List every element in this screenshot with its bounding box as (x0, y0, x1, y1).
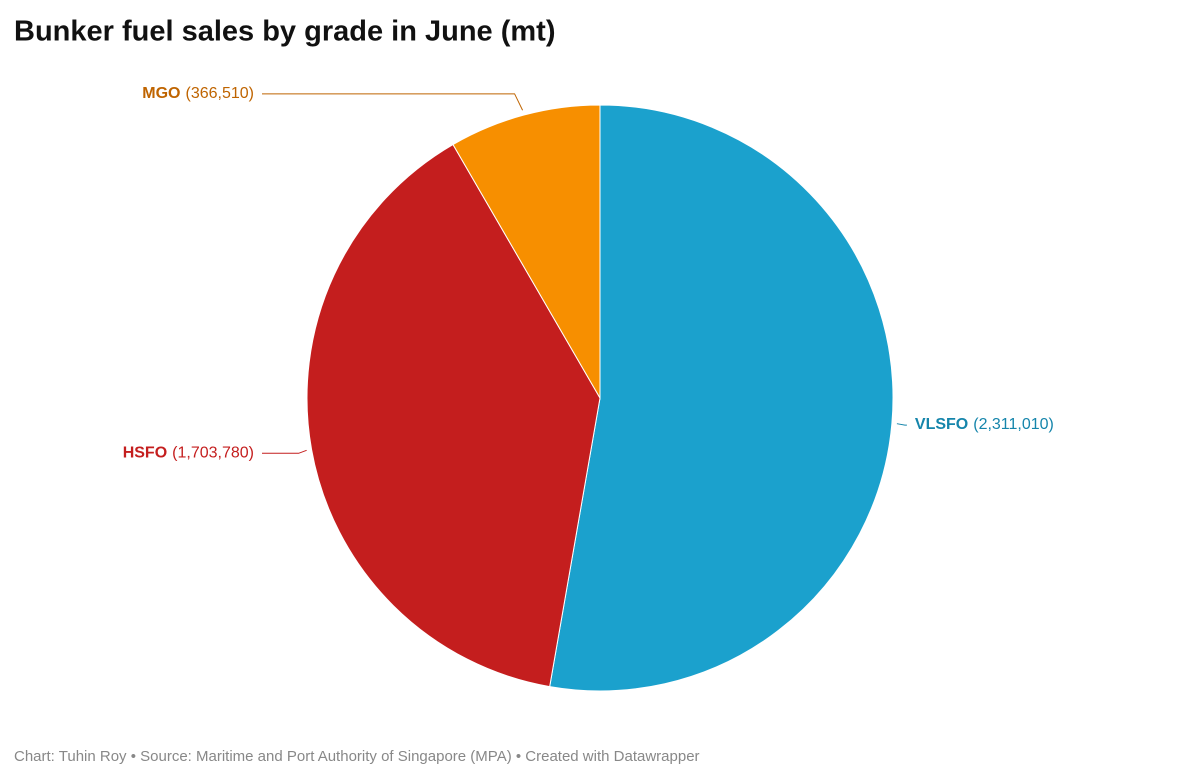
slice-name: HSFO (123, 445, 167, 462)
slice-label: MGO (366,510) (142, 85, 254, 102)
pie-slice (452, 104, 601, 400)
leader-line (262, 449, 307, 454)
slice-value: (366,510) (186, 85, 255, 102)
leader-line (896, 423, 907, 426)
chart-footer: Chart: Tuhin Roy • Source: Maritime and … (14, 748, 700, 765)
slice-name: VLSFO (915, 416, 968, 433)
slice-label: VLSFO (2,311,010) (915, 416, 1054, 433)
leader-line (262, 93, 524, 111)
pie-slice (549, 104, 894, 692)
chart-title: Bunker fuel sales by grade in June (mt) (14, 16, 555, 48)
slice-value: (2,311,010) (973, 416, 1054, 433)
pie-slice (306, 143, 601, 688)
slice-name: MGO (142, 85, 180, 102)
slice-label: HSFO (1,703,780) (123, 445, 254, 462)
slice-value: (1,703,780) (172, 445, 254, 462)
